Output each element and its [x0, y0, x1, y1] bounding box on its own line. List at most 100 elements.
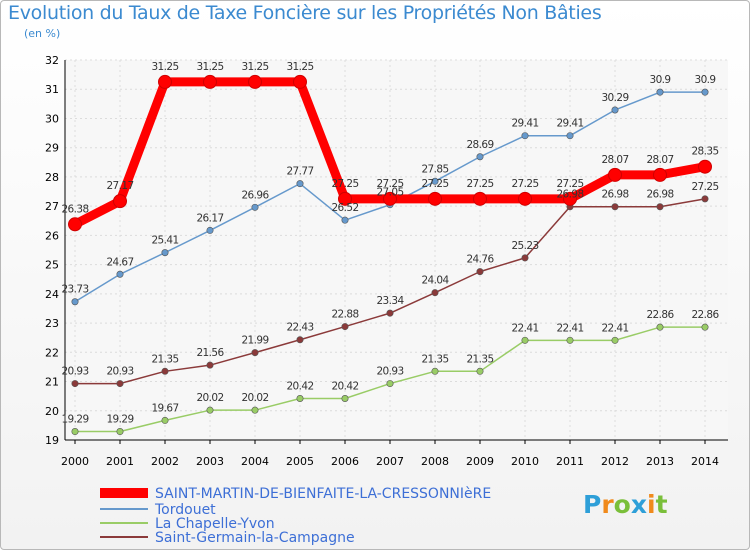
data-point: [71, 428, 79, 436]
x-tick-label: 2013: [646, 455, 674, 468]
data-label: 31.25: [241, 61, 268, 73]
data-point: [428, 191, 442, 206]
data-point: [341, 323, 349, 331]
data-label: 25.41: [151, 235, 178, 247]
x-tick-label: 2011: [556, 455, 584, 468]
data-label: 20.02: [196, 392, 223, 404]
data-label: 22.41: [556, 322, 583, 334]
data-label: 31.25: [286, 61, 313, 73]
data-label: 20.42: [331, 380, 358, 392]
logo-letter: i: [647, 490, 656, 519]
data-point: [608, 167, 622, 182]
data-label: 26.52: [331, 202, 358, 214]
data-point: [161, 416, 169, 424]
data-label: 22.41: [511, 322, 538, 334]
data-point: [611, 203, 619, 211]
logo-letter: o: [613, 490, 631, 519]
data-point: [521, 254, 529, 262]
y-tick-label: 23: [45, 317, 59, 330]
data-labels: 26.38 27.17 31.25 31.25 31.25 31.25 27.25 27.25…: [61, 61, 720, 426]
data-label: 29.41: [511, 118, 538, 130]
data-point: [206, 361, 214, 369]
data-label: 22.43: [286, 322, 313, 334]
y-tick-label: 30: [45, 112, 59, 125]
data-label: 27.77: [286, 166, 313, 178]
data-point: [161, 367, 169, 375]
data-point: [563, 191, 577, 206]
data-point: [701, 88, 709, 96]
data-label: 24.76: [466, 254, 494, 266]
data-point: [386, 309, 394, 317]
logo-letter: P: [583, 490, 602, 519]
data-label: 21.56: [196, 347, 224, 359]
data-point: [431, 289, 439, 297]
data-label: 27.25: [511, 178, 538, 190]
x-tick-label: 2012: [601, 455, 629, 468]
y-tick-label: 31: [45, 83, 59, 96]
x-tick-label: 2003: [196, 455, 224, 468]
data-label: 30.29: [601, 92, 628, 104]
proxiti-logo: Proxit: [583, 490, 668, 519]
data-label: 22.86: [646, 309, 674, 321]
data-point: [386, 380, 394, 388]
data-label: 28.07: [646, 154, 673, 166]
data-label: 23.34: [376, 295, 404, 307]
y-tick-label: 25: [45, 259, 59, 272]
data-label: 21.35: [466, 353, 493, 365]
logo-letter: x: [630, 490, 647, 519]
y-tick-label: 29: [45, 142, 59, 155]
series-layer: [68, 74, 712, 436]
data-label: 30.9: [650, 74, 671, 86]
x-tick-label: 2010: [511, 455, 539, 468]
data-label: 22.86: [691, 309, 719, 321]
data-point: [383, 191, 397, 206]
data-point: [521, 132, 529, 140]
chart-subtitle: (en %): [24, 27, 61, 40]
data-point: [68, 217, 82, 232]
data-label: 22.88: [331, 309, 358, 321]
data-label: 21.35: [151, 353, 178, 365]
data-point: [473, 191, 487, 206]
data-point: [206, 226, 214, 234]
data-label: 27.05: [376, 187, 403, 199]
data-label: 28.69: [466, 139, 493, 151]
data-label: 26.98: [601, 189, 628, 201]
data-point: [566, 336, 574, 344]
data-label: 21.35: [421, 353, 448, 365]
y-tick-label: 19: [45, 434, 59, 447]
data-point: [698, 159, 712, 174]
data-point: [656, 203, 664, 211]
x-tick-label: 2014: [691, 455, 719, 468]
data-point: [566, 132, 574, 140]
data-point: [701, 195, 709, 203]
x-tick-label: 2005: [286, 455, 314, 468]
y-tick-label: 22: [45, 346, 59, 359]
data-label: 26.98: [646, 189, 673, 201]
data-label: 19.29: [61, 414, 88, 426]
data-point: [431, 367, 439, 375]
data-label: 21.99: [241, 335, 268, 347]
data-point: [248, 74, 262, 89]
data-point: [431, 177, 439, 185]
data-label: 27.17: [106, 180, 133, 192]
axes: 19 20 21 22 23 24 25 26 27 28 29 30 31 32 2000 2001 2002…: [45, 54, 728, 468]
data-label: 19.29: [106, 414, 133, 426]
data-label: 20.93: [61, 366, 88, 378]
data-point: [338, 191, 352, 206]
data-label: 22.41: [601, 322, 628, 334]
data-point: [251, 406, 259, 414]
y-tick-label: 32: [45, 54, 59, 67]
data-point: [476, 367, 484, 375]
data-label: 31.25: [151, 61, 178, 73]
data-point: [293, 74, 307, 89]
x-tick-label: 2009: [466, 455, 494, 468]
data-point: [251, 349, 259, 357]
data-point: [71, 298, 79, 306]
data-label: 27.25: [691, 181, 718, 193]
x-tick-label: 2008: [421, 455, 449, 468]
x-tick-label: 2006: [331, 455, 359, 468]
data-point: [161, 249, 169, 257]
data-label: 27.25: [331, 178, 358, 190]
data-point: [656, 323, 664, 331]
data-label: 26.96: [241, 189, 269, 201]
